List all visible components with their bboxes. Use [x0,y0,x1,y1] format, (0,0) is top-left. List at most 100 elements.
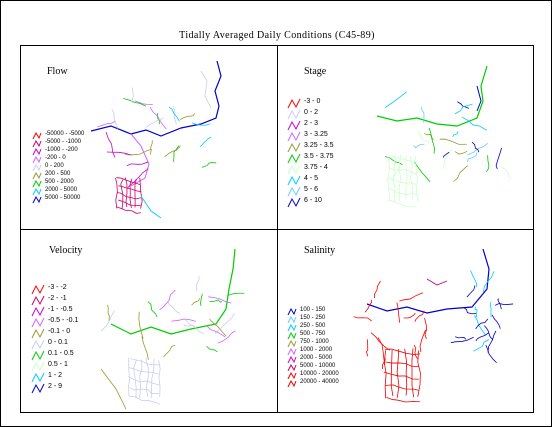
channel-segment [158,360,161,397]
channel-segment [173,145,180,162]
legend-line-swatch [287,175,301,186]
channel-segment [389,156,418,163]
channel-segment [199,136,212,147]
channel-segment [129,178,133,209]
legend-line-swatch [32,164,42,172]
legend-label: -3 - -2 [48,284,67,291]
channel-segment [163,344,176,358]
channel-segment [141,336,149,360]
channel-segment [133,360,137,399]
channel-segment [454,103,473,115]
channel-segment [139,177,143,209]
channel-segment [383,371,419,380]
channel-segment [462,116,487,131]
channel-segment [128,376,160,386]
channel-segment [385,361,420,368]
channel-segment [409,155,414,200]
legend-label: 5 - 6 [304,186,319,193]
legend-line-swatch [287,364,297,372]
legend-line-swatch [31,339,45,350]
channel-segment [489,301,492,318]
legend-label: 3.5 - 3.75 [304,153,334,160]
channel-segment [471,141,480,153]
flow-network-map [90,60,222,219]
channel-segment [145,357,149,397]
channel-segment [475,318,489,330]
legend-line-swatch [32,196,42,204]
channel-segment [417,130,430,144]
flow-panel: Flow -50000 - -5000 -5000 - -1000 -1000 - … [21,46,277,229]
legend-label: -200 - 0 [45,155,66,161]
channel-segment [466,285,476,298]
legend-line-swatch [287,356,297,364]
legend-label: 5000 - 10000 [300,363,336,369]
channel-segment [209,299,223,303]
channel-segment [123,97,147,107]
legend-label: 10000 - 20000 [300,371,339,377]
channel-segment [106,151,132,156]
channel-segment [115,177,118,209]
legend-line-swatch [32,188,42,196]
channel-segment [385,348,421,355]
velocity-panel: Velocity -3 - -2 -2 - -1 -1 - -0.5 -0.5 - -… [21,229,277,412]
channel-segment [398,154,402,202]
channel-segment [366,248,490,314]
channel-segment [228,292,245,296]
channel-segment [196,276,200,292]
channel-segment [495,147,502,170]
channel-segment [167,299,181,314]
channel-segment [124,177,128,207]
legend-label: -5000 - -1000 [45,139,82,145]
channel-segment [129,387,160,394]
legend-line-swatch [287,131,301,142]
channel-segment [396,349,400,398]
channel-segment [200,70,212,109]
legend-label: 3.75 - 4 [304,164,328,171]
legend-line-swatch [287,153,301,164]
legend-line-swatch [287,164,301,175]
grid-horizontal-divider [21,229,533,230]
legend-line-swatch [287,142,301,153]
channel-segment [386,397,420,403]
channel-segment [145,117,164,128]
channel-segment [413,344,418,359]
channel-segment [467,142,489,156]
stage-panel: Stage -3 - 0 0 - 2 2 - 3 3 - 3.25 3.25 - 3.5… [277,46,533,229]
channel-segment [171,318,196,322]
legend-label: -3 - 0 [304,98,321,105]
channel-segment [491,314,501,329]
channel-segment [415,156,419,202]
channel-segment [126,161,149,167]
legend-line-swatch [287,98,301,109]
channel-segment [134,100,153,106]
channel-segment [387,199,417,208]
channel-segment [457,101,469,109]
channel-segment [206,345,218,353]
legend-label: 3 - 3.25 [304,131,328,138]
channel-segment [385,384,419,391]
velocity-panel-title: Velocity [49,245,83,256]
legend-label: 6 - 10 [304,197,322,204]
channel-segment [413,143,425,149]
legend-label: 1000 - 2000 [300,347,333,353]
channel-segment [149,107,167,130]
legend-label: -2 - -1 [48,295,67,302]
channel-segment [414,162,431,183]
legend-label: -0.1 - 0 [48,328,71,335]
channel-segment [159,289,176,311]
legend-line-swatch [31,361,45,372]
channel-segment [353,316,372,322]
channel-segment [140,195,162,219]
legend-line-swatch [287,109,301,120]
channel-segment [405,155,408,200]
channel-segment [116,206,142,214]
channel-segment [131,87,134,103]
channel-segment [116,177,141,186]
channel-segment [120,178,124,210]
legend-label: 150 - 250 [300,315,326,321]
legend-label: 0 - 0.1 [48,339,68,346]
channel-segment [411,348,415,398]
figure-title: Tidally Averaged Daily Conditions (C45-8… [179,30,375,41]
channel-segment [118,199,142,207]
legend-line-swatch [31,372,45,383]
